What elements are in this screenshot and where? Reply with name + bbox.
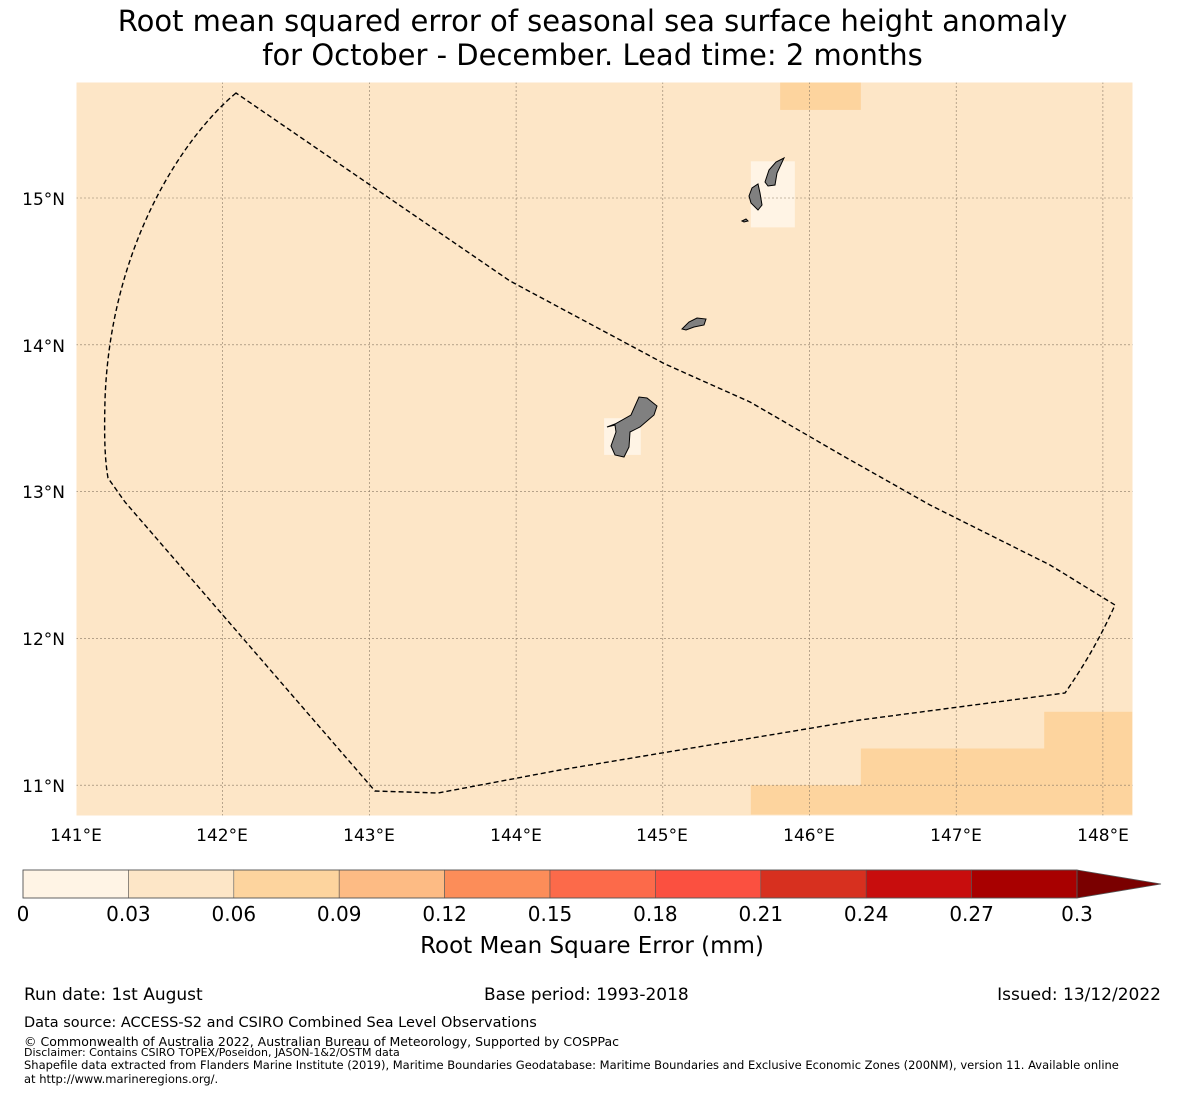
colorbar-tick-label: 0.03	[106, 902, 151, 926]
colorbar-tick-label: 0.18	[633, 902, 678, 926]
lon-label: 141°E	[50, 826, 102, 846]
lon-label: 143°E	[343, 826, 395, 846]
colorbar-swatch	[760, 869, 867, 899]
colorbar-tick-label: 0.27	[949, 902, 994, 926]
lon-label: 146°E	[783, 826, 835, 846]
lon-label: 145°E	[636, 826, 688, 846]
island-guam	[606, 396, 658, 458]
longitude-labels: 141°E 142°E 143°E 144°E 145°E 146°E 147°…	[50, 826, 1129, 846]
colorbar-tick-label: 0.15	[528, 902, 573, 926]
latitude-labels: 15°N 14°N 13°N 12°N 11°N	[22, 190, 65, 797]
rmse-cell	[780, 82, 861, 110]
lat-label: 11°N	[22, 777, 65, 797]
lon-label: 142°E	[196, 826, 248, 846]
colorbar-tick-label: 0.21	[739, 902, 784, 926]
data-source: Data source: ACCESS-S2 and CSIRO Combine…	[24, 1015, 537, 1031]
island-rota	[681, 317, 707, 331]
colorbar-swatches	[22, 869, 1078, 899]
colorbar-tick-label: 0.24	[844, 902, 889, 926]
colorbar-swatch	[549, 869, 656, 899]
map-panel	[75, 81, 1134, 817]
lat-label: 14°N	[22, 337, 65, 357]
colorbar-swatch	[233, 869, 340, 899]
issued-date: Issued: 13/12/2022	[997, 985, 1161, 1005]
disclaimer: Disclaimer: Contains CSIRO TOPEX/Poseido…	[24, 1046, 400, 1059]
map-title-line2: for October - December. Lead time: 2 mon…	[262, 38, 923, 72]
rmse-cell	[750, 785, 1133, 815]
run-date: Run date: 1st August	[24, 985, 203, 1005]
colorbar-outline	[22, 869, 1078, 899]
lat-label: 13°N	[22, 483, 65, 503]
colorbar-tick-label: 0	[17, 902, 30, 926]
island-tinian	[748, 183, 763, 211]
lon-label: 148°E	[1077, 826, 1129, 846]
lon-label: 144°E	[490, 826, 542, 846]
eez-boundary	[103, 92, 1116, 794]
colorbar-tick-label: 0.06	[212, 902, 257, 926]
colorbar-swatch	[338, 869, 445, 899]
colorbar-swatch	[22, 869, 129, 899]
island-saipan	[764, 156, 786, 187]
island-aguijan	[740, 218, 749, 223]
copyright: © Commonwealth of Australia 2022, Austra…	[24, 1034, 619, 1049]
colorbar-title: Root Mean Square Error (mm)	[420, 933, 764, 959]
colorbar-swatch	[971, 869, 1078, 899]
rmse-cell	[860, 748, 1133, 786]
shapefile-url: at http://www.marineregions.org/.	[24, 1072, 219, 1086]
colorbar-extend-arrow	[1076, 869, 1162, 899]
rmse-cell	[1044, 711, 1133, 749]
colorbar-labels: 0 0.03 0.06 0.09 0.12 0.15 0.18 0.21 0.24 0.27 0.3	[17, 902, 1093, 926]
gridlines	[75, 82, 1133, 816]
colorbar-swatch	[655, 869, 762, 899]
islands	[606, 156, 786, 458]
colorbar-tick-label: 0.12	[422, 902, 467, 926]
colorbar-tick-label: 0.3	[1061, 902, 1093, 926]
colorbar-swatch	[444, 869, 551, 899]
shapefile-credit: Shapefile data extracted from Flanders M…	[24, 1058, 1119, 1072]
colorbar-swatch	[128, 869, 235, 899]
lat-label: 12°N	[22, 630, 65, 650]
base-period: Base period: 1993-2018	[484, 985, 689, 1005]
map-title-line1: Root mean squared error of seasonal sea …	[117, 4, 1068, 38]
colorbar: 0 0.03 0.06 0.09 0.12 0.15 0.18 0.21 0.24 0.27 0.3…	[17, 869, 1162, 959]
map-frame	[75, 81, 1134, 817]
lon-label: 147°E	[930, 826, 982, 846]
lat-label: 15°N	[22, 190, 65, 210]
colorbar-tick-label: 0.09	[317, 902, 362, 926]
colorbar-swatch	[865, 869, 972, 899]
